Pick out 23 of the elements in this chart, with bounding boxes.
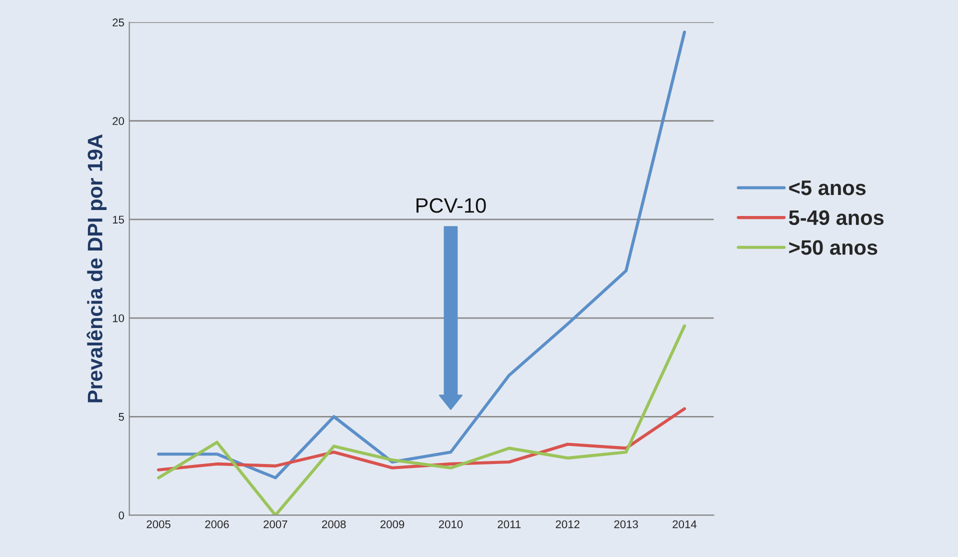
annotation: PCV-10 xyxy=(416,198,486,213)
x-tick-label: 2014 xyxy=(672,520,697,528)
legend-label: 5-49 anos xyxy=(788,210,884,226)
legend-label: >50 anos xyxy=(789,240,878,255)
legend-label: <5 anos xyxy=(789,180,866,196)
y-tick-label: 0 xyxy=(118,511,124,520)
x-tick-label: 2008 xyxy=(322,520,346,528)
y-tick-label: 5 xyxy=(118,413,124,421)
y-tick-label: 25 xyxy=(112,18,124,26)
y-tick-label: 20 xyxy=(112,117,124,126)
y-axis-title: Prevalência de DPI por 19A xyxy=(86,134,107,402)
x-tick-label: 2009 xyxy=(380,520,404,528)
x-tick-label: 2013 xyxy=(614,520,638,528)
line-series xyxy=(157,324,686,516)
line-series xyxy=(157,30,686,480)
y-tick-label: 15 xyxy=(112,216,124,224)
x-tick-label: 2011 xyxy=(498,520,521,528)
x-tick-label: 2006 xyxy=(205,520,229,528)
x-tick-label: 2007 xyxy=(264,520,288,528)
x-tick-label: 2005 xyxy=(146,520,170,528)
x-tick-label: 2012 xyxy=(556,520,580,528)
x-tick-label: 2010 xyxy=(438,520,463,528)
y-tick-label: 10 xyxy=(112,314,124,322)
